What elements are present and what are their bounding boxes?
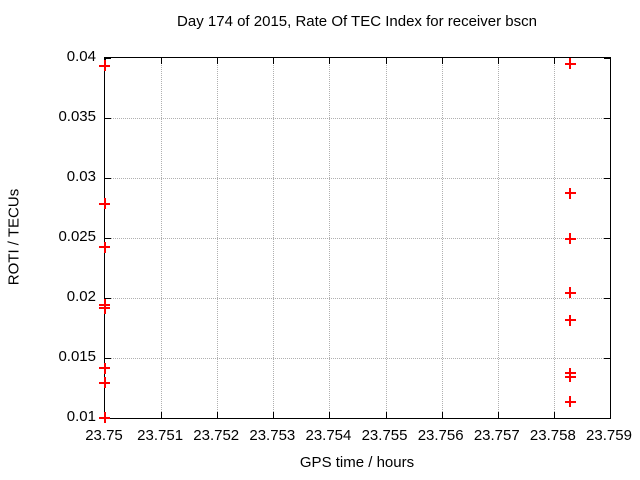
y-tick-left xyxy=(105,58,111,59)
marker-bar xyxy=(103,412,106,423)
x-tick-label: 23.756 xyxy=(417,427,464,444)
chart-title: Day 174 of 2015, Rate Of TEC Index for r… xyxy=(177,13,537,30)
y-gridline xyxy=(105,178,610,179)
y-tick-right xyxy=(604,118,610,119)
x-tick-label: 23.758 xyxy=(529,427,576,444)
y-tick-label: 0.03 xyxy=(66,168,96,185)
x-tick-top xyxy=(553,58,555,64)
x-tick-top xyxy=(441,58,443,64)
data-point-marker xyxy=(564,187,576,199)
data-point-marker xyxy=(564,287,576,299)
y-tick-label: 0.04 xyxy=(66,48,96,65)
y-tick-right xyxy=(604,238,610,239)
y-gridline xyxy=(105,298,610,299)
x-tick-bottom xyxy=(610,412,611,418)
y-tick-left xyxy=(105,178,111,179)
marker-bar xyxy=(103,377,106,389)
x-tick-bottom xyxy=(497,412,499,418)
marker-bar xyxy=(103,362,106,374)
data-point-marker xyxy=(99,241,110,253)
x-tick-top xyxy=(105,58,106,64)
x-tick-top xyxy=(273,58,275,64)
marker-bar xyxy=(103,198,106,210)
y-gridline xyxy=(105,238,610,239)
x-tick-label: 23.753 xyxy=(249,427,296,444)
data-point-marker xyxy=(99,412,110,423)
x-tick-label: 23.755 xyxy=(361,427,408,444)
x-tick-bottom xyxy=(217,412,219,418)
marker-bar xyxy=(569,287,572,299)
y-tick-label: 0.035 xyxy=(58,108,96,125)
x-tick-top xyxy=(385,58,387,64)
data-point-marker xyxy=(564,233,576,245)
y-tick-left xyxy=(105,358,111,359)
x-tick-bottom xyxy=(385,412,387,418)
y-tick-right xyxy=(604,298,610,299)
x-tick-top xyxy=(161,58,163,64)
x-tick-bottom xyxy=(329,412,331,418)
data-point-marker xyxy=(564,396,576,408)
y-tick-left xyxy=(105,298,111,299)
data-point-marker xyxy=(99,198,110,210)
marker-bar xyxy=(569,396,572,408)
y-tick-label: 0.02 xyxy=(66,288,96,305)
data-point-marker xyxy=(564,58,576,69)
y-tick-label: 0.01 xyxy=(66,408,96,425)
data-point-marker xyxy=(99,362,110,374)
y-tick-left xyxy=(105,238,111,239)
x-tick-bottom xyxy=(441,412,443,418)
x-axis-title: GPS time / hours xyxy=(299,454,415,471)
x-tick-bottom xyxy=(105,412,106,418)
marker-bar xyxy=(569,233,572,245)
y-tick-label: 0.015 xyxy=(58,348,96,365)
x-tick-label: 23.75 xyxy=(85,427,123,444)
data-point-marker xyxy=(99,302,110,314)
x-tick-label: 23.759 xyxy=(586,427,632,444)
marker-bar xyxy=(103,60,106,72)
data-point-marker xyxy=(564,314,576,326)
y-tick-label: 0.025 xyxy=(58,228,96,245)
y-tick-left xyxy=(105,418,111,419)
x-tick-label: 23.754 xyxy=(305,427,352,444)
x-tick-bottom xyxy=(273,412,275,418)
data-point-marker xyxy=(564,371,576,383)
y-tick-right xyxy=(604,418,610,419)
x-tick-top xyxy=(217,58,219,64)
y-tick-right xyxy=(604,58,610,59)
x-tick-label: 23.751 xyxy=(137,427,184,444)
marker-bar xyxy=(103,241,106,253)
marker-bar xyxy=(103,302,106,314)
data-point-marker xyxy=(99,60,110,72)
data-point-marker xyxy=(99,377,110,389)
y-tick-right xyxy=(604,178,610,179)
y-gridline xyxy=(105,118,610,119)
x-tick-label: 23.752 xyxy=(193,427,240,444)
marker-bar xyxy=(569,58,572,69)
y-tick-right xyxy=(604,358,610,359)
y-gridline xyxy=(105,358,610,359)
y-tick-left xyxy=(105,118,111,119)
x-tick-label: 23.757 xyxy=(473,427,520,444)
marker-bar xyxy=(569,187,572,199)
x-tick-top xyxy=(497,58,499,64)
marker-bar xyxy=(569,371,572,383)
plot-area xyxy=(99,57,611,423)
x-tick-top xyxy=(329,58,331,64)
x-tick-top xyxy=(610,58,611,64)
x-tick-bottom xyxy=(161,412,163,418)
marker-bar xyxy=(569,314,572,326)
x-tick-bottom xyxy=(553,412,555,418)
